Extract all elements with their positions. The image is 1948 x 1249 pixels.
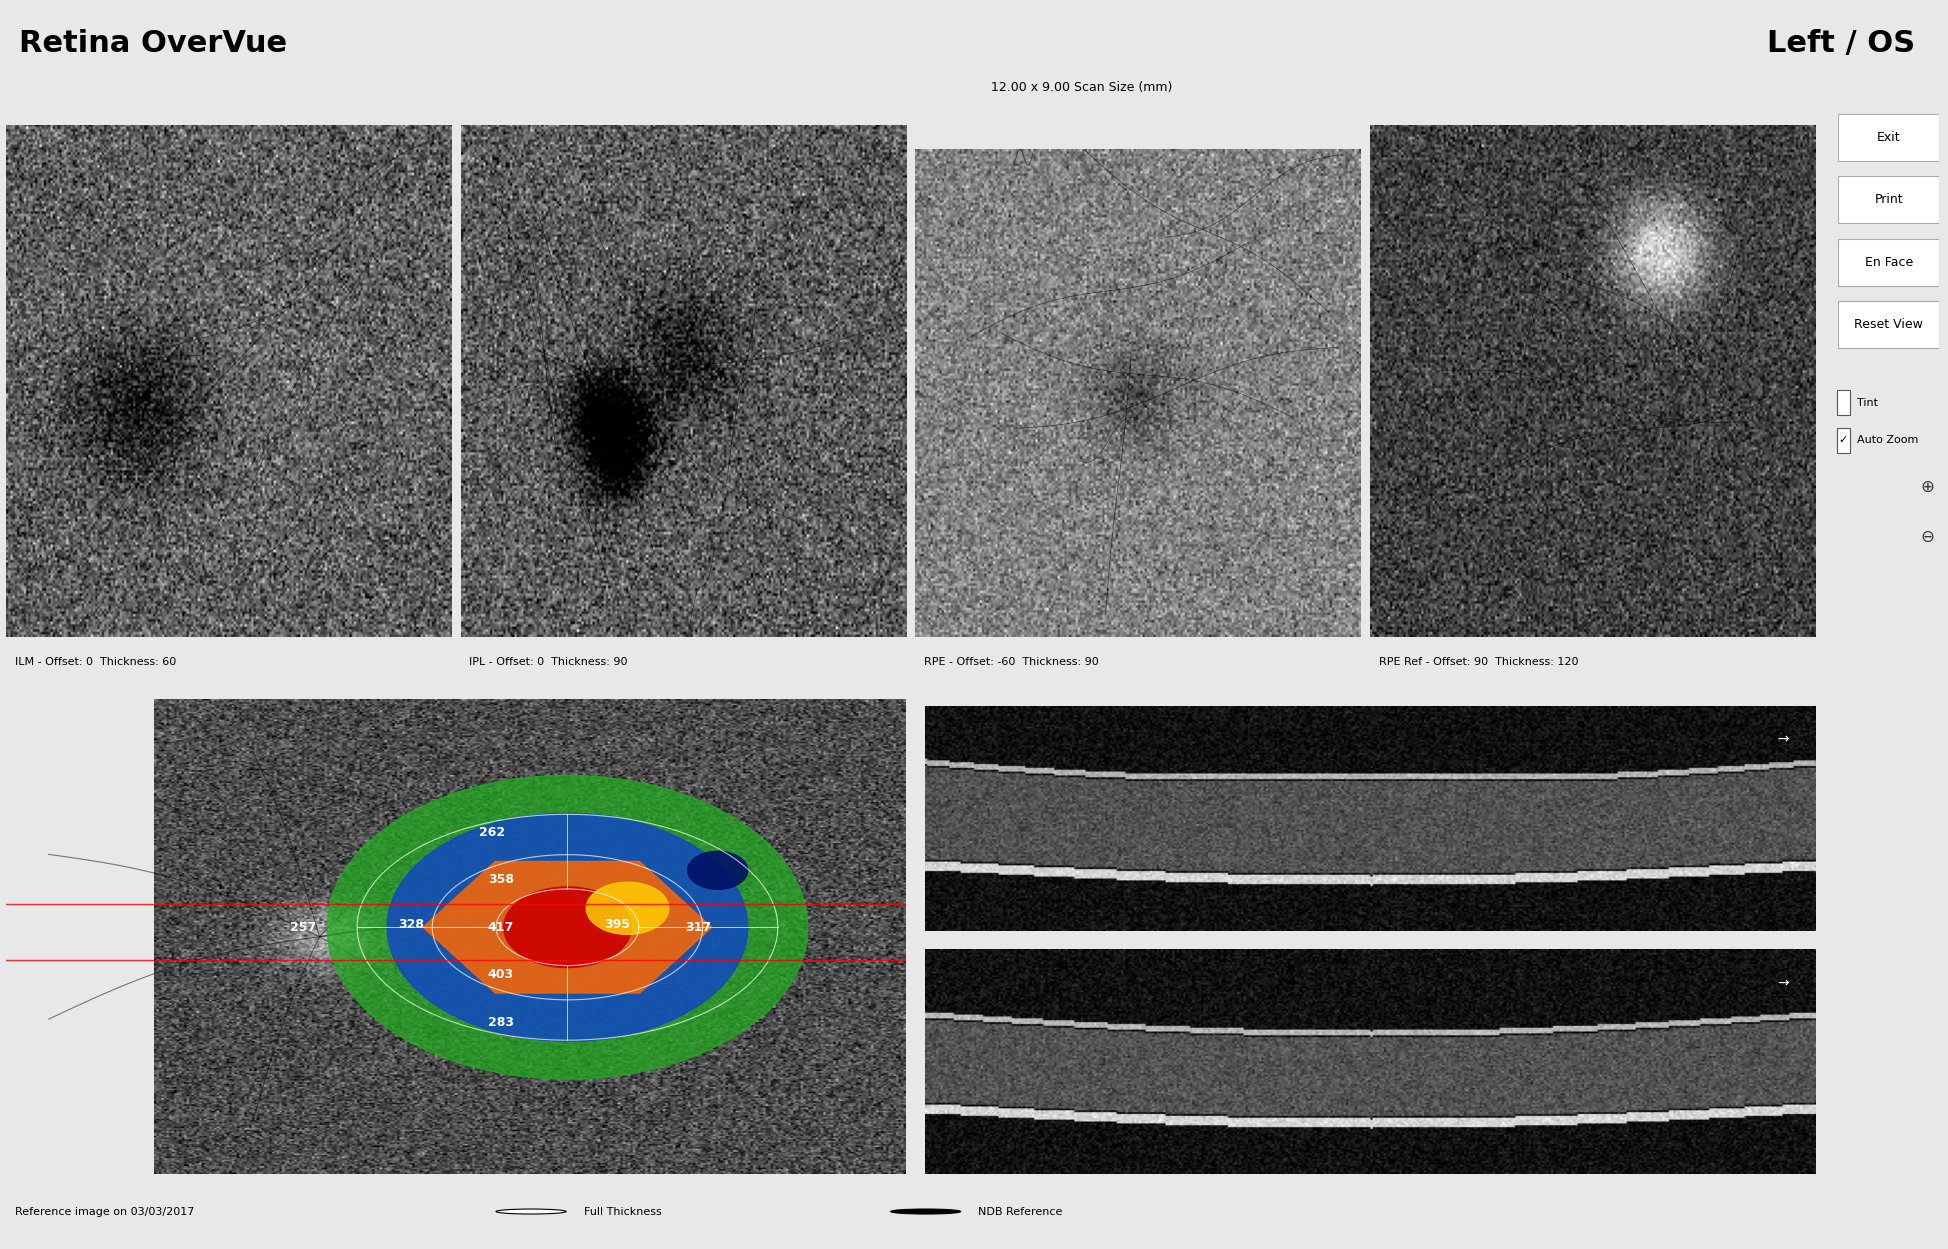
Text: 358: 358	[487, 873, 514, 887]
Text: 257: 257	[290, 921, 316, 934]
Text: Tint: Tint	[1856, 397, 1876, 408]
Text: →: →	[1777, 977, 1788, 990]
Bar	[1835, 427, 1849, 453]
Text: Auto Zoom: Auto Zoom	[1856, 435, 1917, 446]
Text: 403: 403	[487, 968, 514, 982]
Text: NDB Reference: NDB Reference	[978, 1207, 1062, 1217]
Text: Reference image on 03/03/2017: Reference image on 03/03/2017	[16, 1207, 195, 1217]
Text: En Face: En Face	[1864, 256, 1913, 269]
Text: →: →	[1777, 733, 1788, 747]
Text: Reset View: Reset View	[1853, 318, 1923, 331]
FancyBboxPatch shape	[1837, 301, 1938, 348]
Polygon shape	[503, 887, 631, 968]
Polygon shape	[688, 852, 748, 889]
Polygon shape	[327, 776, 808, 1079]
Polygon shape	[388, 813, 748, 1042]
Polygon shape	[423, 862, 711, 993]
Text: 12.00 x 9.00 Scan Size (mm): 12.00 x 9.00 Scan Size (mm)	[990, 81, 1173, 94]
Text: ⊖: ⊖	[1919, 528, 1932, 546]
FancyBboxPatch shape	[1837, 239, 1938, 286]
Polygon shape	[586, 882, 668, 934]
Text: RPE Ref - Offset: 90  Thickness: 120: RPE Ref - Offset: 90 Thickness: 120	[1379, 657, 1578, 667]
Text: ILM - Offset: 0  Thickness: 60: ILM - Offset: 0 Thickness: 60	[16, 657, 175, 667]
Text: 283: 283	[487, 1015, 514, 1029]
Text: Left / OS: Left / OS	[1765, 29, 1913, 59]
Text: Full Thickness: Full Thickness	[584, 1207, 660, 1217]
Circle shape	[890, 1209, 960, 1214]
Text: Exit: Exit	[1876, 131, 1899, 144]
Text: RPE - Offset: -60  Thickness: 90: RPE - Offset: -60 Thickness: 90	[923, 657, 1099, 667]
Text: 417: 417	[487, 921, 514, 934]
Bar	[1835, 390, 1849, 415]
Text: IPL - Offset: 0  Thickness: 90: IPL - Offset: 0 Thickness: 90	[469, 657, 627, 667]
Circle shape	[495, 1209, 567, 1214]
Text: 395: 395	[604, 918, 631, 932]
Text: ⊕: ⊕	[1919, 478, 1932, 496]
FancyBboxPatch shape	[1837, 176, 1938, 224]
Text: 262: 262	[479, 826, 505, 839]
Text: Retina OverVue: Retina OverVue	[19, 29, 288, 59]
FancyBboxPatch shape	[1837, 114, 1938, 161]
Text: Print: Print	[1874, 194, 1901, 206]
Text: ✓: ✓	[1837, 435, 1847, 446]
Text: 317: 317	[686, 921, 711, 934]
Text: 328: 328	[397, 918, 423, 932]
